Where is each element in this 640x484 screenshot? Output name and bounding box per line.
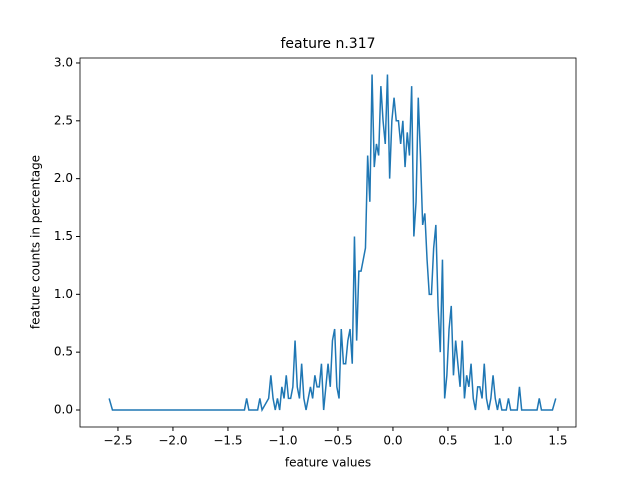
x-tick-label: −1.5 — [213, 434, 242, 448]
x-tick-label: −2.0 — [158, 434, 187, 448]
x-tick-label: −1.0 — [268, 434, 297, 448]
x-tick-label: 1.5 — [548, 434, 567, 448]
plot-frame — [79, 57, 577, 428]
y-tick-label: 1.5 — [54, 229, 73, 243]
y-tick-label: 3.0 — [54, 55, 73, 69]
x-axis-label: feature values — [285, 456, 371, 470]
x-tick-label: 1.0 — [493, 434, 512, 448]
x-tick-label: −0.5 — [323, 434, 352, 448]
data-line — [108, 74, 557, 413]
y-tick-label: 1.0 — [54, 287, 73, 301]
x-tick-label: 0.0 — [383, 434, 402, 448]
chart-title: feature n.317 — [280, 36, 375, 52]
x-tick-label: 0.5 — [438, 434, 457, 448]
y-tick-label: 2.0 — [54, 171, 73, 185]
y-tick-label: 0.0 — [54, 402, 73, 416]
y-tick-label: 2.5 — [54, 113, 73, 127]
y-axis-label: feature counts in percentage — [29, 155, 43, 329]
y-tick-label: 0.5 — [54, 345, 73, 359]
x-tick-label: −2.5 — [103, 434, 132, 448]
